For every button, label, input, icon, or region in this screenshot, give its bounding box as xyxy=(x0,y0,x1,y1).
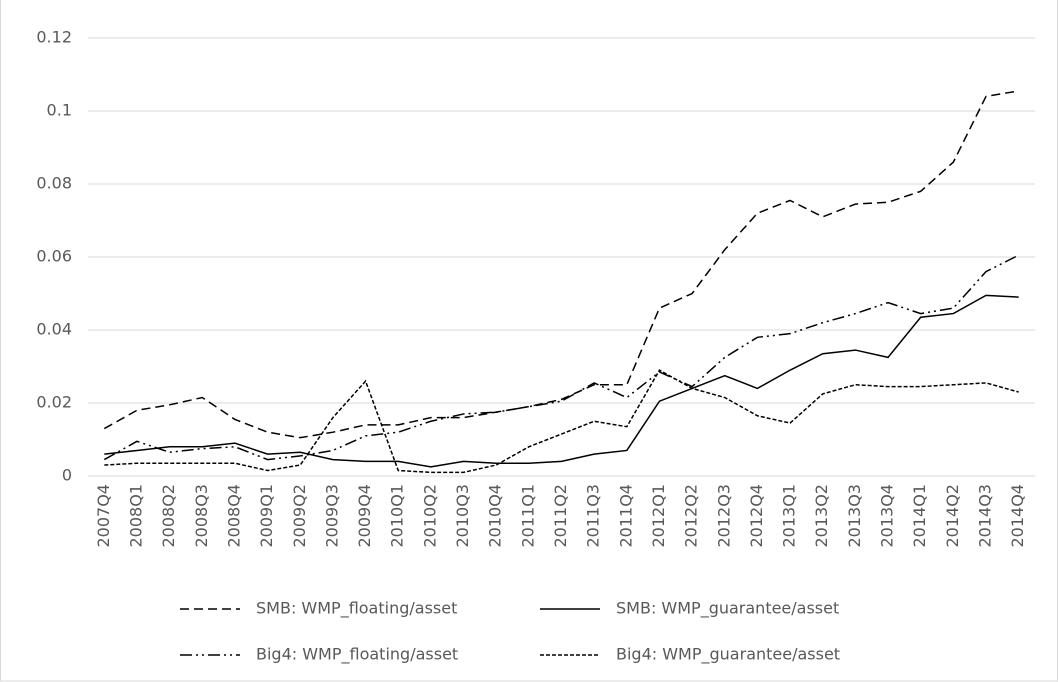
x-tick-label: 2011Q4 xyxy=(616,484,635,548)
legend-label: SMB: WMP_floating/asset xyxy=(256,599,457,619)
x-tick-label: 2011Q1 xyxy=(518,484,537,548)
y-tick-label: 0 xyxy=(62,466,72,485)
legend-label: Big4: WMP_guarantee/asset xyxy=(616,645,840,665)
x-tick-label: 2014Q2 xyxy=(943,484,962,548)
series-line xyxy=(104,294,1019,468)
x-tick-label: 2014Q1 xyxy=(910,484,929,548)
legend-label: Big4: WMP_floating/asset xyxy=(256,645,458,665)
x-tick-label: 2008Q4 xyxy=(224,484,243,548)
y-tick-label: 0.04 xyxy=(36,320,72,339)
x-tick-label: 2009Q2 xyxy=(290,484,309,548)
x-tick-label: 2013Q2 xyxy=(812,484,831,548)
x-tick-label: 2010Q3 xyxy=(453,484,472,548)
x-tick-label: 2008Q3 xyxy=(192,484,211,548)
y-tick-label: 0.02 xyxy=(36,393,72,412)
x-tick-label: 2010Q4 xyxy=(486,484,505,547)
x-tick-label: 2009Q3 xyxy=(322,484,341,548)
y-tick-label: 0.08 xyxy=(36,174,72,193)
y-tick-label: 0.12 xyxy=(36,28,72,47)
x-tick-label: 2012Q2 xyxy=(682,484,701,548)
x-tick-label: 2009Q4 xyxy=(355,484,374,548)
x-tick-label: 2010Q2 xyxy=(420,484,439,548)
x-tick-label: 2012Q4 xyxy=(747,484,766,548)
series-line xyxy=(103,254,1020,461)
y-tick-label: 0.06 xyxy=(36,247,72,266)
x-tick-label: 2008Q2 xyxy=(159,484,178,548)
legend-label: SMB: WMP_guarantee/asset xyxy=(616,599,839,619)
series-line xyxy=(104,369,1019,474)
x-tick-label: 2012Q1 xyxy=(649,484,668,548)
x-tick-label: 2013Q4 xyxy=(878,484,897,548)
x-tick-label: 2007Q4 xyxy=(94,484,113,548)
x-tick-label: 2011Q2 xyxy=(551,484,570,548)
x-tick-label: 2012Q3 xyxy=(714,484,733,548)
x-tick-label: 2010Q1 xyxy=(388,484,407,548)
x-tick-label: 2011Q3 xyxy=(584,484,603,548)
x-tick-label: 2014Q4 xyxy=(1008,484,1027,548)
x-tick-label: 2014Q3 xyxy=(976,484,995,548)
x-tick-label: 2009Q1 xyxy=(257,484,276,548)
y-tick-label: 0.1 xyxy=(47,101,72,120)
series-line xyxy=(103,90,1019,439)
x-tick-label: 2008Q1 xyxy=(126,484,145,548)
x-tick-label: 2013Q1 xyxy=(780,484,799,548)
x-tick-label: 2013Q3 xyxy=(845,484,864,548)
